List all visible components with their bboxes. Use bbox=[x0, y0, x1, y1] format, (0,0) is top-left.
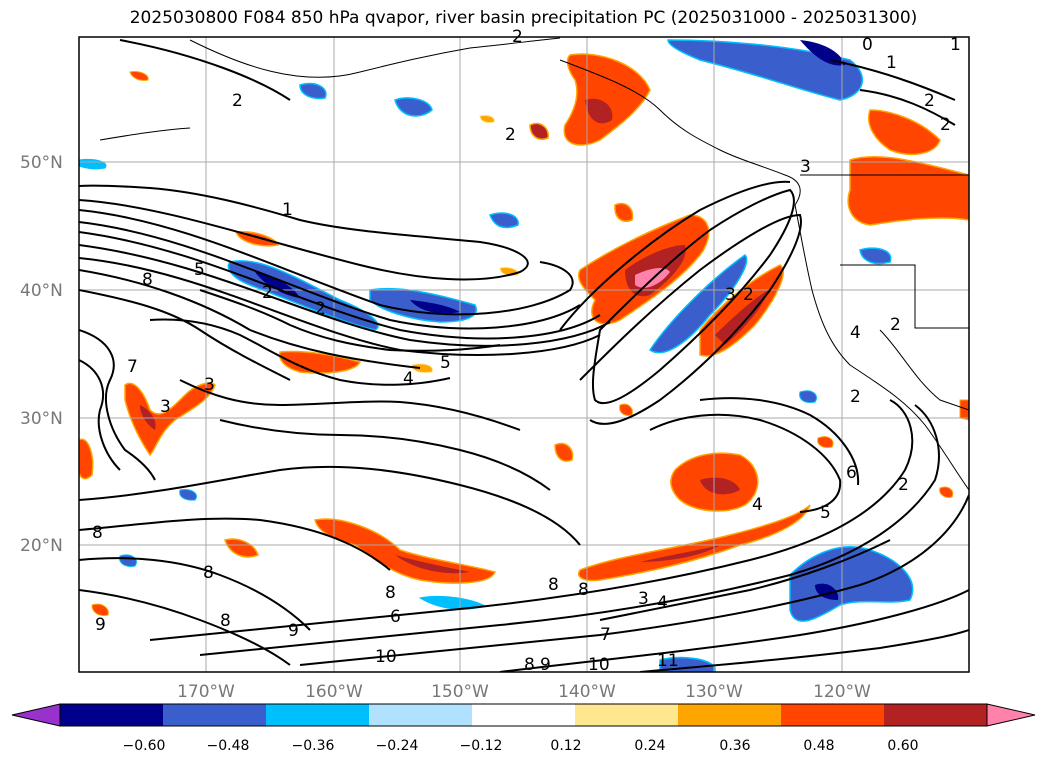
contour-label: 6 bbox=[846, 463, 857, 483]
contour-label: 0 bbox=[862, 35, 873, 55]
contour-label: 1 bbox=[886, 53, 897, 73]
colorbar-segment bbox=[472, 704, 576, 726]
contour-label: 11 bbox=[657, 651, 679, 671]
contour-label: 2 bbox=[232, 91, 243, 111]
contour-label: 9 bbox=[540, 655, 551, 675]
contour-label: 8 bbox=[203, 563, 214, 583]
contour-label: 2 bbox=[890, 315, 901, 335]
colorbar-max-extend bbox=[986, 703, 1036, 727]
contour-label: 10 bbox=[588, 655, 610, 675]
colorbar-tick-label: 0.36 bbox=[719, 738, 750, 754]
lon-label: 160°W bbox=[305, 682, 363, 702]
colorbar-segment bbox=[884, 704, 988, 726]
contour-label: 2 bbox=[940, 115, 951, 135]
map-content bbox=[79, 37, 969, 672]
lat-label: 50°N bbox=[20, 153, 63, 173]
colorbar-tick-label: −0.60 bbox=[123, 738, 166, 754]
qvapor-contours bbox=[79, 39, 969, 672]
colorbar-tick-label: −0.48 bbox=[207, 738, 250, 754]
figure-title: 2025030800 F084 850 hPa qvapor, river ba… bbox=[129, 8, 918, 28]
colorbar-tick-label: 0.48 bbox=[803, 738, 834, 754]
contour-label: 7 bbox=[127, 357, 138, 377]
contour-label: 8 bbox=[548, 575, 559, 595]
colorbar-segment bbox=[575, 704, 679, 726]
contour-label: 2 bbox=[743, 285, 754, 305]
contour-label: 2 bbox=[262, 283, 273, 303]
colorbar-segment bbox=[163, 704, 267, 726]
positive-precip-areas bbox=[79, 53, 969, 616]
contour-label: 5 bbox=[820, 503, 831, 523]
contour-label: 3 bbox=[800, 157, 811, 177]
contour-label: 8 bbox=[524, 655, 535, 675]
colorbar-tick-label: 0.60 bbox=[887, 738, 918, 754]
colorbar-min-extend bbox=[11, 703, 61, 727]
lat-label: 20°N bbox=[20, 536, 63, 556]
colorbar-segment bbox=[369, 704, 473, 726]
lon-label: 150°W bbox=[431, 682, 489, 702]
contour-label: 7 bbox=[600, 625, 611, 645]
contour-label: 10 bbox=[375, 647, 397, 667]
colorbar-tick-label: 0.24 bbox=[634, 738, 665, 754]
lon-label: 170°W bbox=[177, 682, 235, 702]
contour-label: 4 bbox=[850, 323, 861, 343]
contour-label: 8 bbox=[578, 580, 589, 600]
coastlines bbox=[99, 37, 969, 491]
contour-label: 5 bbox=[194, 260, 205, 280]
colorbar-frame bbox=[59, 703, 988, 727]
map-frame bbox=[78, 36, 970, 673]
contour-labels: 2 2 2 1 2 0 1 2 2 3 1 8 5 2 5 4 7 3 3 3 … bbox=[92, 27, 961, 675]
contour-label: 5 bbox=[440, 353, 451, 373]
colorbar-segment bbox=[678, 704, 782, 726]
longitude-labels: 170°W 160°W 150°W 140°W 130°W 120°W bbox=[177, 682, 871, 702]
contour-label: 9 bbox=[95, 615, 106, 635]
colorbar-tick-label: −0.12 bbox=[460, 738, 503, 754]
contour-label: 1 bbox=[282, 200, 293, 220]
contour-label: 8 bbox=[92, 523, 103, 543]
colorbar-tick-label: −0.24 bbox=[376, 738, 419, 754]
contour-label: 4 bbox=[752, 495, 763, 515]
lat-label: 30°N bbox=[20, 409, 63, 429]
lat-label: 40°N bbox=[20, 281, 63, 301]
contour-label: 3 bbox=[204, 375, 215, 395]
colorbar-segment bbox=[60, 704, 164, 726]
contour-label: 2 bbox=[315, 299, 326, 319]
colorbar: −0.60 −0.48 −0.36 −0.24 −0.12 0.12 0.24 … bbox=[11, 703, 1036, 754]
contour-label: 8 bbox=[142, 270, 153, 290]
contour-label: 3 bbox=[638, 589, 649, 609]
lon-label: 120°W bbox=[813, 682, 871, 702]
contour-label: 8 bbox=[385, 583, 396, 603]
latitude-labels: 50°N 40°N 30°N 20°N bbox=[20, 153, 63, 556]
contour-label: 3 bbox=[160, 397, 171, 417]
contour-label: 6 bbox=[390, 607, 401, 627]
contour-label: 4 bbox=[657, 593, 668, 613]
colorbar-tick-label: −0.36 bbox=[292, 738, 335, 754]
contour-label: 8 bbox=[220, 611, 231, 631]
contour-label: 2 bbox=[505, 125, 516, 145]
lon-label: 130°W bbox=[685, 682, 743, 702]
contour-label: 2 bbox=[512, 27, 523, 47]
colorbar-tick-label: 0.12 bbox=[550, 738, 581, 754]
contour-label: 2 bbox=[898, 475, 909, 495]
contour-label: 9 bbox=[288, 621, 299, 641]
contour-label: 1 bbox=[950, 35, 961, 55]
contour-label: 2 bbox=[924, 91, 935, 111]
contour-label: 3 bbox=[725, 285, 736, 305]
contour-label: 4 bbox=[403, 369, 414, 389]
lon-label: 140°W bbox=[558, 682, 616, 702]
colorbar-segment bbox=[266, 704, 370, 726]
colorbar-segment bbox=[781, 704, 885, 726]
contour-label: 2 bbox=[850, 387, 861, 407]
